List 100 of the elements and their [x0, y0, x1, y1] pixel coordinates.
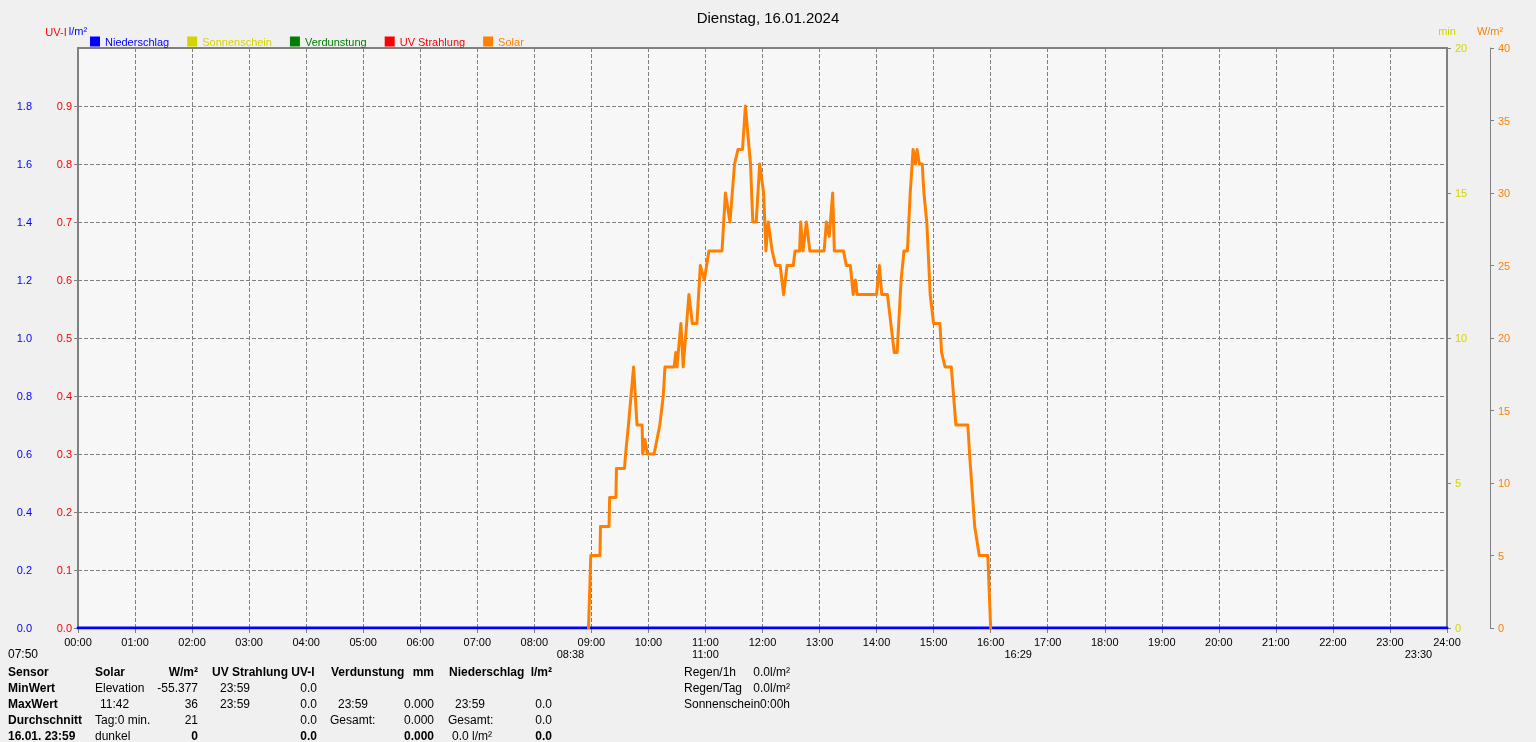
- text: 0.0: [300, 713, 318, 727]
- x-tick-label: 05:00: [349, 635, 377, 648]
- y2-tick-label: 10: [1498, 477, 1511, 489]
- x-tick-label: 03:00: [235, 635, 263, 648]
- y-tick-label: 1.0: [16, 332, 32, 344]
- x-tick-label: 19:00: [1148, 635, 1176, 648]
- x-tick-label: 17:00: [1033, 635, 1062, 648]
- text: Gesamt:: [448, 713, 494, 727]
- text: 0.0l/m²: [753, 681, 790, 695]
- y2-tick-label: 5: [1498, 549, 1505, 562]
- y-tick-label: 0.2: [16, 564, 32, 576]
- y-tick-label: 0.8: [16, 390, 32, 402]
- y3-tick-label: 20: [1455, 42, 1468, 54]
- text: 0.4: [56, 390, 72, 402]
- x-tick-label: 00:00: [64, 635, 92, 648]
- text: 0.5: [56, 332, 72, 344]
- y-tick-label: 1.4: [16, 216, 32, 228]
- text: Durchschnitt: [8, 713, 83, 727]
- x-tick-label: 23:00: [1376, 635, 1404, 648]
- x-tick-label: 08:00: [520, 635, 549, 648]
- text: UV Strahlung UV-I: [212, 665, 315, 679]
- x-tick-label: 18:00: [1090, 635, 1119, 648]
- x-tick-label: 21:00: [1262, 635, 1290, 648]
- text: MaxWert: [8, 697, 58, 711]
- y-tick-label: 1.6: [16, 158, 32, 170]
- y3-axis-title: min: [1438, 24, 1456, 37]
- y-tick-label: 1.2: [16, 274, 32, 286]
- x-tick-label: 10:00: [634, 635, 663, 648]
- text: MinWert: [8, 681, 56, 695]
- y-tick-label: 0.4: [16, 506, 32, 518]
- line-series: [587, 104, 993, 630]
- y3-tick-label: 5: [1455, 477, 1462, 489]
- text: l/m²: [530, 665, 552, 679]
- text: Niederschlag: [449, 665, 525, 679]
- x-tick-label: 07:00: [463, 635, 492, 648]
- annotation: 11:00: [692, 648, 719, 660]
- y3-tick-label: 15: [1455, 187, 1468, 199]
- x-tick-label: 01:00: [121, 635, 149, 648]
- x-tick-label: 11:00: [692, 635, 719, 648]
- text: 23:59: [338, 697, 369, 711]
- x-tick-label: 22:00: [1319, 635, 1347, 648]
- text: 0.0: [300, 729, 318, 742]
- y2-tick-label: 25: [1498, 259, 1511, 272]
- text: mm: [412, 665, 434, 679]
- x-tick-label: 02:00: [178, 635, 206, 648]
- text: dunkel: [95, 729, 131, 742]
- text: 0.0: [535, 697, 553, 711]
- text: 16.01. 23:59: [8, 729, 76, 742]
- text: Gesamt:: [330, 713, 376, 727]
- text: UV-I: [45, 26, 67, 38]
- text: 0.0l/m²: [753, 665, 790, 679]
- annotation: 08:38: [556, 648, 585, 660]
- text: 0: [191, 729, 199, 742]
- text: 0.0: [535, 713, 553, 727]
- legend-label: Verdunstung: [304, 35, 367, 48]
- text: 0.000: [403, 713, 435, 727]
- legend-label: Niederschlag: [105, 35, 170, 48]
- text: 07:50: [8, 647, 39, 661]
- y2-tick-label: 20: [1498, 332, 1511, 344]
- text: Verdunstung: [331, 665, 405, 679]
- y2-tick-label: 30: [1498, 187, 1511, 199]
- text: 0.0: [56, 622, 72, 634]
- text: 0.000: [403, 729, 435, 742]
- text: Sensor: [8, 665, 50, 679]
- x-tick-label: 12:00: [748, 635, 777, 648]
- text: 0.0: [300, 681, 318, 695]
- x-tick-label: 09:00: [577, 635, 606, 648]
- y3-tick-label: 0: [1455, 622, 1462, 634]
- text: 0.8: [56, 158, 72, 170]
- text: 0.0: [300, 697, 318, 711]
- text: Regen/1h: [684, 665, 737, 679]
- text: W/m²: [168, 665, 198, 679]
- text: 0.0 l/m²: [452, 729, 493, 742]
- text: 0.1: [56, 564, 72, 576]
- y-axis-title: l/m²: [68, 24, 88, 37]
- text: 36: [184, 697, 199, 711]
- y2-axis-title: W/m²: [1476, 24, 1504, 37]
- text: 23:59: [220, 697, 251, 711]
- text: -55.377: [157, 681, 199, 695]
- x-tick-label: 20:00: [1205, 635, 1233, 648]
- x-tick-label: 04:00: [292, 635, 320, 648]
- text: 0.9: [56, 100, 72, 112]
- text: Elevation: [95, 681, 145, 695]
- text: Solar: [95, 665, 126, 679]
- x-tick-label: 16:00: [976, 635, 1005, 648]
- y2-tick-label: 40: [1498, 42, 1511, 54]
- text: 0.000: [403, 697, 435, 711]
- text: 23:59: [220, 681, 251, 695]
- y2-tick-label: 0: [1498, 622, 1505, 634]
- text: Sonnenschein: [684, 697, 761, 711]
- text: 0.2: [56, 506, 72, 518]
- text: Tag:0 min.: [95, 713, 151, 727]
- x-tick-label: 14:00: [862, 635, 891, 648]
- y-tick-label: 1.8: [16, 100, 32, 112]
- x-tick-label: 24:00: [1433, 635, 1461, 648]
- annotation: 16:29: [1004, 648, 1032, 660]
- y3-tick-label: 10: [1455, 332, 1468, 344]
- legend-label: Sonnenschein: [202, 35, 272, 48]
- y-tick-label: 0.0: [16, 622, 32, 634]
- text: 0:00h: [759, 697, 790, 711]
